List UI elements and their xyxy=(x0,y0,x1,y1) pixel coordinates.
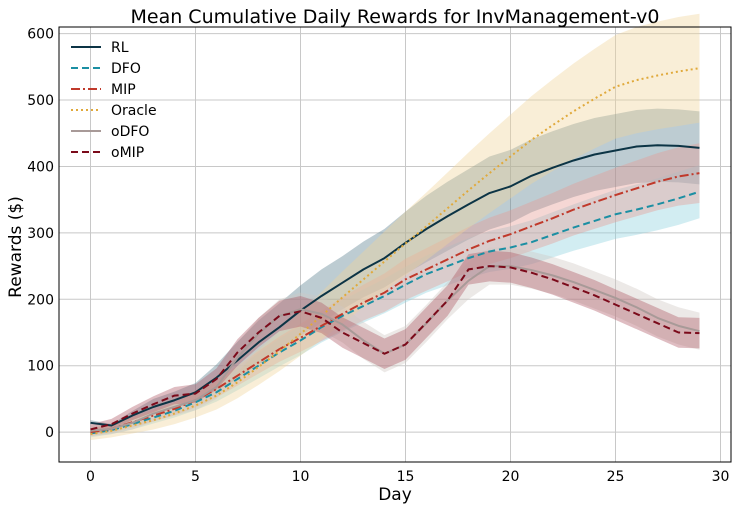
legend-label-oracle: Oracle xyxy=(111,103,157,119)
legend-label-mip: MIP xyxy=(111,82,136,98)
y-tick-label: 300 xyxy=(27,226,54,242)
legend-label-dfo: DFO xyxy=(111,61,141,77)
y-tick-label: 100 xyxy=(27,359,54,375)
line-dfo xyxy=(90,190,700,435)
band-oracle xyxy=(90,13,700,441)
x-tick-label: 0 xyxy=(86,469,95,485)
x-tick-label: 10 xyxy=(292,469,310,485)
x-tick-label: 25 xyxy=(607,469,625,485)
x-axis-label: Day xyxy=(378,485,412,505)
grid xyxy=(59,27,731,462)
y-tick-label: 600 xyxy=(27,27,54,43)
legend-label-omip: oMIP xyxy=(111,145,144,161)
y-tick-label: 200 xyxy=(27,292,54,308)
y-tick-label: 0 xyxy=(45,425,54,441)
line-oracle xyxy=(90,67,700,436)
legend: RL DFO MIP Oracle oDFO oMIP xyxy=(71,40,157,161)
series-lines xyxy=(90,67,700,436)
plot-frame xyxy=(58,26,732,463)
y-axis-label: Rewards ($) xyxy=(6,196,26,298)
x-tick-label: 15 xyxy=(397,469,415,485)
legend-label-odfo: oDFO xyxy=(111,124,149,140)
line-rl xyxy=(90,144,700,427)
band-omip xyxy=(90,250,700,435)
band-mip xyxy=(90,143,700,437)
chart-title: Mean Cumulative Daily Rewards for InvMan… xyxy=(131,6,660,28)
y-tick-label: 400 xyxy=(27,159,54,175)
line-omip xyxy=(90,265,700,431)
legend-label-rl: RL xyxy=(111,40,129,56)
confidence-bands xyxy=(90,13,700,441)
x-tick-label: 5 xyxy=(191,469,200,485)
band-odfo xyxy=(90,247,700,437)
band-dfo xyxy=(90,165,700,438)
x-tick-label: 20 xyxy=(502,469,520,485)
y-tick-label: 500 xyxy=(27,93,54,109)
x-tick-label: 30 xyxy=(712,469,730,485)
